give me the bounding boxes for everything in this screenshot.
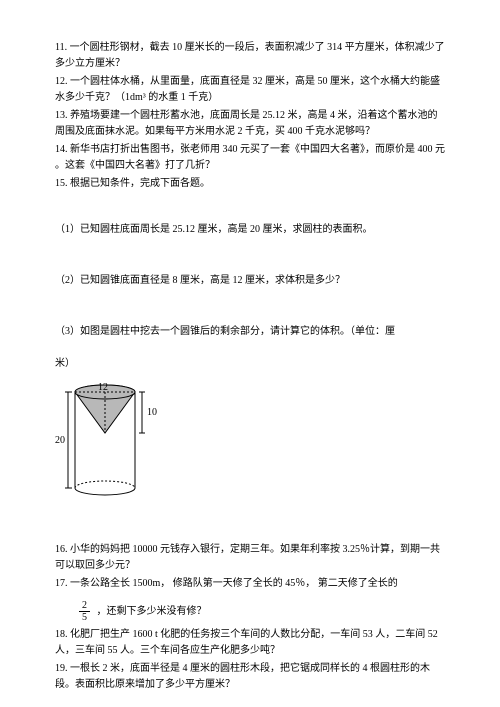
question-17b-text: ，还剩下多少米没有修？: [97, 606, 207, 617]
question-15-1: （1）已知圆柱底面周长是 25.12 厘米，高是 20 厘米，求圆柱的表面积。: [55, 222, 445, 238]
cone-height-label: 10: [147, 407, 157, 418]
question-11: 11. 一个圆柱形钢材，截去 10 厘米长的一段后，表面积减少了 314 平方厘…: [55, 40, 445, 72]
top-diameter-label: 12: [98, 382, 108, 393]
fraction-den: 5: [79, 612, 90, 623]
question-15-3b: 米）: [55, 356, 445, 372]
question-18: 18. 化肥厂把生产 1600 t 化肥的任务按三个车间的人数比分配，一车间 5…: [55, 627, 445, 659]
question-12: 12. 一个圆柱体水桶，从里面量，底面直径是 32 厘米，高是 50 厘米，这个…: [55, 74, 445, 106]
fraction-2-5: 2 5: [79, 600, 90, 623]
diagram-svg: 10 20 12: [55, 378, 165, 508]
cylinder-cone-diagram: 10 20 12: [55, 378, 445, 514]
question-15-3a: （3）如图是圆柱中挖去一个圆锥后的剩余部分，请计算它的体积。（单位：厘: [55, 324, 445, 340]
outer-height-label: 20: [55, 435, 65, 446]
question-17b: 2 5 ，还剩下多少米没有修？: [55, 600, 445, 623]
question-14: 14. 新华书店打折出售图书，张老师用 340 元买了一套《中国四大名著》，而原…: [55, 142, 445, 174]
question-16: 16. 小华的妈妈把 10000 元钱存入银行，定期三年。如果年利率按 3.25…: [55, 542, 445, 574]
question-15-2: （2）已知圆锥底面直径是 8 厘米，高是 12 厘米，求体积是多少？: [55, 273, 445, 289]
question-15: 15. 根据已知条件，完成下面各题。: [55, 176, 445, 192]
question-19: 19. 一根长 2 米，底面半径是 4 厘米的圆柱形木段，把它锯成同样长的 4 …: [55, 661, 445, 693]
question-17a: 17. 一条公路全长 1500m， 修路队第一天修了全长的 45％， 第二天修了…: [55, 576, 445, 592]
question-13: 13. 养殖场要建一个圆柱形蓄水池，底面周长是 25.12 米，高是 4 米，沿…: [55, 108, 445, 140]
fraction-num: 2: [79, 600, 90, 612]
